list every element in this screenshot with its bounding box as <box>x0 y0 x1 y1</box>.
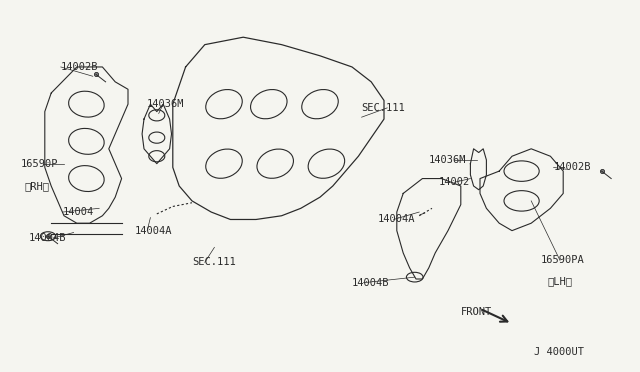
Text: 14002B: 14002B <box>61 62 99 72</box>
Text: 16590P: 16590P <box>20 159 58 169</box>
Text: 〈LH〉: 〈LH〉 <box>547 276 572 286</box>
Text: 14004B: 14004B <box>352 278 390 288</box>
Text: J 4000UT: J 4000UT <box>534 347 584 356</box>
Text: 14004A: 14004A <box>378 215 415 224</box>
Text: 14002: 14002 <box>438 177 470 187</box>
Text: 16590PA: 16590PA <box>541 256 584 265</box>
Text: 14004B: 14004B <box>29 233 67 243</box>
Text: 14004A: 14004A <box>134 226 172 235</box>
Text: 14004: 14004 <box>63 207 94 217</box>
Text: SEC.111: SEC.111 <box>192 257 236 267</box>
Text: SEC.111: SEC.111 <box>362 103 405 113</box>
Text: 〈RH〉: 〈RH〉 <box>24 181 49 191</box>
Text: 14036M: 14036M <box>429 155 467 165</box>
Text: FRONT: FRONT <box>461 308 492 317</box>
Text: 14002B: 14002B <box>554 163 591 172</box>
Text: 14036M: 14036M <box>147 99 185 109</box>
